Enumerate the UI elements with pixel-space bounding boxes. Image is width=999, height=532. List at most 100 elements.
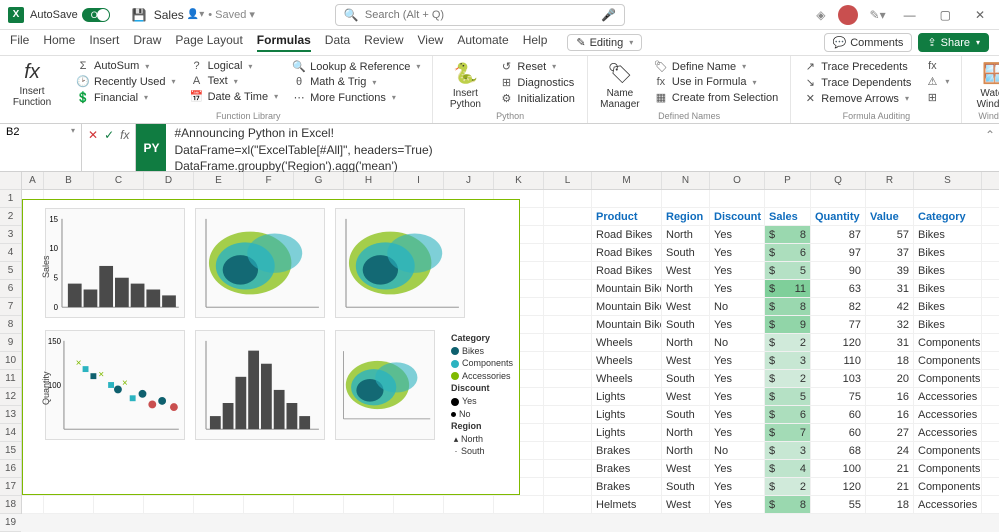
cell[interactable]: West bbox=[662, 460, 710, 477]
cell[interactable]: West bbox=[662, 298, 710, 315]
cell[interactable]: $2 bbox=[765, 334, 811, 351]
cell[interactable]: Yes bbox=[710, 388, 765, 405]
cell[interactable]: 21 bbox=[866, 478, 914, 495]
cell[interactable]: 110 bbox=[811, 352, 866, 369]
name-box[interactable]: ▾ bbox=[0, 124, 82, 171]
editing-mode-button[interactable]: ✎ Editing ▾ bbox=[567, 34, 642, 51]
show-formulas-button[interactable]: fx bbox=[921, 59, 953, 73]
column-header[interactable]: H bbox=[344, 172, 394, 189]
comments-button[interactable]: 💬 Comments bbox=[824, 33, 913, 52]
initialization-button[interactable]: ⚙Initialization bbox=[495, 91, 578, 106]
cell[interactable] bbox=[244, 496, 294, 513]
cell[interactable]: Mountain Bikes bbox=[592, 298, 662, 315]
cell[interactable]: $2 bbox=[765, 370, 811, 387]
tab-formulas[interactable]: Formulas bbox=[257, 33, 311, 52]
cell[interactable] bbox=[294, 496, 344, 513]
cell[interactable] bbox=[144, 496, 194, 513]
cell[interactable] bbox=[914, 190, 982, 207]
cell[interactable]: South bbox=[662, 406, 710, 423]
cell[interactable]: Brakes bbox=[592, 460, 662, 477]
cell[interactable]: $7 bbox=[765, 424, 811, 441]
cell[interactable]: Yes bbox=[710, 370, 765, 387]
column-header[interactable]: O bbox=[710, 172, 765, 189]
cell[interactable] bbox=[811, 190, 866, 207]
evaluate-button[interactable]: ⊞ bbox=[921, 90, 953, 105]
row-header[interactable]: 2 bbox=[0, 208, 21, 226]
cell[interactable] bbox=[544, 352, 592, 369]
cell[interactable]: $8 bbox=[765, 226, 811, 243]
share-button[interactable]: ⇪ Share ▾ bbox=[918, 33, 989, 52]
cell[interactable]: Bikes bbox=[914, 280, 982, 297]
cell[interactable] bbox=[444, 496, 494, 513]
row-header[interactable]: 9 bbox=[0, 334, 21, 352]
trace-precedents-button[interactable]: ↗Trace Precedents bbox=[799, 59, 915, 74]
recently-used-button[interactable]: 🕑Recently Used▾ bbox=[72, 74, 180, 89]
error-check-button[interactable]: ⚠▾ bbox=[921, 74, 953, 89]
cell[interactable]: North bbox=[662, 334, 710, 351]
insert-python-button[interactable]: 🐍 Insert Python bbox=[441, 59, 489, 110]
row-header[interactable]: 4 bbox=[0, 244, 21, 262]
column-header[interactable]: C bbox=[94, 172, 144, 189]
row-header[interactable]: 8 bbox=[0, 316, 21, 334]
column-header[interactable]: G bbox=[294, 172, 344, 189]
insert-function-button[interactable]: fx Insert Function bbox=[8, 59, 56, 108]
row-header[interactable]: 17 bbox=[0, 478, 21, 496]
row-header[interactable]: 19 bbox=[0, 514, 21, 532]
column-header[interactable]: P bbox=[765, 172, 811, 189]
cell[interactable]: No bbox=[710, 334, 765, 351]
cell[interactable]: $9 bbox=[765, 316, 811, 333]
cell[interactable]: Wheels bbox=[592, 352, 662, 369]
cell[interactable] bbox=[710, 190, 765, 207]
name-manager-button[interactable]: 🏷 Name Manager bbox=[596, 59, 644, 110]
cell[interactable]: $5 bbox=[765, 262, 811, 279]
cell[interactable]: Mountain Bikes bbox=[592, 316, 662, 333]
define-name-button[interactable]: 🏷Define Name▾ bbox=[650, 59, 782, 74]
document-name[interactable]: Sales bbox=[154, 8, 184, 22]
tab-home[interactable]: Home bbox=[43, 33, 75, 52]
cell[interactable] bbox=[544, 280, 592, 297]
tab-review[interactable]: Review bbox=[364, 33, 403, 52]
cell[interactable]: North bbox=[662, 226, 710, 243]
cell[interactable] bbox=[765, 190, 811, 207]
cell[interactable]: Components bbox=[914, 478, 982, 495]
cell[interactable]: Brakes bbox=[592, 442, 662, 459]
cell[interactable]: Wheels bbox=[592, 334, 662, 351]
close-button[interactable]: ✕ bbox=[969, 8, 991, 22]
text-button[interactable]: AText▾ bbox=[186, 74, 283, 88]
expand-formula-bar[interactable]: ⌃ bbox=[981, 124, 999, 171]
cell[interactable]: Yes bbox=[710, 244, 765, 261]
user-avatar[interactable] bbox=[838, 5, 858, 25]
cell[interactable]: 55 bbox=[811, 496, 866, 513]
cell[interactable]: 18 bbox=[866, 496, 914, 513]
cell[interactable]: Accessories bbox=[914, 424, 982, 441]
cell[interactable]: Bikes bbox=[914, 298, 982, 315]
cell[interactable] bbox=[544, 316, 592, 333]
cell[interactable]: Components bbox=[914, 460, 982, 477]
cell[interactable] bbox=[494, 496, 544, 513]
autosum-button[interactable]: ΣAutoSum▾ bbox=[72, 59, 180, 73]
remove-arrows-button[interactable]: ✕Remove Arrows▾ bbox=[799, 91, 915, 106]
cell[interactable]: Product bbox=[592, 208, 662, 225]
create-from-selection-button[interactable]: ▦Create from Selection bbox=[650, 90, 782, 105]
row-header[interactable]: 7 bbox=[0, 298, 21, 316]
autosave-toggle[interactable]: AutoSave On bbox=[30, 8, 126, 22]
cell[interactable]: 60 bbox=[811, 406, 866, 423]
cell[interactable]: West bbox=[662, 388, 710, 405]
cell[interactable]: $8 bbox=[765, 496, 811, 513]
use-in-formula-button[interactable]: fxUse in Formula▾ bbox=[650, 75, 782, 89]
cell[interactable]: 31 bbox=[866, 280, 914, 297]
cell[interactable]: 31 bbox=[866, 334, 914, 351]
cell[interactable]: 18 bbox=[866, 352, 914, 369]
cell[interactable]: 82 bbox=[811, 298, 866, 315]
cell[interactable]: Yes bbox=[710, 280, 765, 297]
column-header[interactable]: L bbox=[544, 172, 592, 189]
cell[interactable]: 60 bbox=[811, 424, 866, 441]
cell[interactable]: Yes bbox=[710, 478, 765, 495]
cell[interactable]: Lights bbox=[592, 388, 662, 405]
cell[interactable] bbox=[544, 370, 592, 387]
cell[interactable]: 57 bbox=[866, 226, 914, 243]
cell[interactable] bbox=[22, 496, 44, 513]
cell[interactable]: Accessories bbox=[914, 406, 982, 423]
cell[interactable] bbox=[394, 496, 444, 513]
column-header[interactable]: J bbox=[444, 172, 494, 189]
